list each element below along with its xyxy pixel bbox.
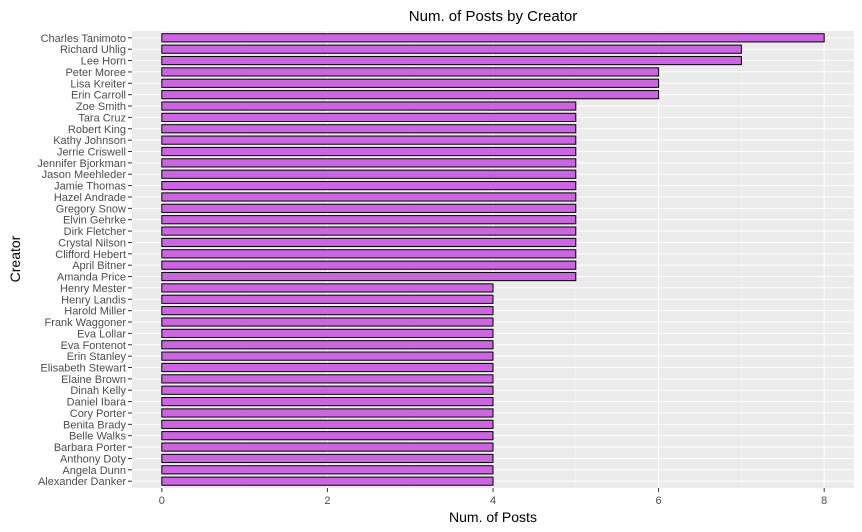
bar: [161, 135, 577, 145]
y-tick-label: Richard Uhlig: [60, 44, 126, 56]
bar: [161, 397, 494, 407]
x-tick-label: 0: [159, 495, 165, 507]
y-tick-label: Lee Horn: [81, 56, 126, 68]
bar: [161, 271, 577, 282]
y-tick-label: Gregory Snow: [56, 203, 126, 215]
chart-title: Num. of Posts by Creator: [409, 8, 577, 25]
bar: [161, 283, 494, 293]
bar: [161, 55, 742, 66]
bar: [161, 351, 494, 361]
y-tick-label: Daniel Ibara: [67, 397, 127, 409]
y-tick-label: Zoe Smith: [76, 101, 126, 113]
y-tick-label: Belle Walks: [69, 431, 127, 443]
bar: [161, 317, 494, 327]
y-tick-label: Elisabeth Stewart: [40, 362, 126, 374]
y-tick-label: Barbara Porter: [54, 442, 126, 454]
bar: [161, 67, 660, 77]
bar: [161, 328, 494, 338]
y-tick-label: Frank Waggoner: [44, 317, 126, 329]
bar: [161, 453, 494, 464]
y-tick-label: Charles Tanimoto: [41, 33, 126, 45]
bar: [161, 78, 660, 88]
y-tick-label: Jerrie Criswell: [57, 147, 126, 159]
y-tick-label: Erin Stanley: [67, 351, 127, 363]
bar: [161, 192, 577, 202]
y-axis-title: Creator: [7, 235, 23, 282]
y-tick-label: Peter Moree: [65, 67, 126, 79]
bar: [161, 215, 577, 225]
bar: [161, 44, 742, 54]
bar: [161, 90, 660, 100]
y-tick-label: Cory Porter: [70, 408, 127, 420]
bar: [161, 101, 577, 111]
x-tick-labels: 0 2 4 6 8: [159, 488, 827, 507]
bar: [161, 294, 494, 304]
bar: [161, 203, 577, 213]
bar: [161, 158, 577, 168]
y-tick-label: Henry Mester: [60, 283, 126, 295]
y-tick-label: Alexander Danker: [38, 476, 126, 488]
bar: [161, 146, 577, 157]
y-tick-label: Dinah Kelly: [70, 385, 126, 397]
bar: [161, 260, 577, 270]
x-tick-label: 6: [656, 495, 662, 507]
y-tick-label: Kathy Johnson: [53, 135, 126, 147]
bar: [161, 385, 494, 395]
y-tick-label: Harold Miller: [64, 306, 126, 318]
bar: [161, 237, 577, 248]
y-tick-label: Jennifer Bjorkman: [37, 158, 126, 170]
y-tick-label: Erin Carroll: [71, 90, 126, 102]
y-tick-label: Angela Dunn: [62, 465, 126, 477]
y-tick-label: Eva Fontenot: [61, 340, 126, 352]
y-tick-label: Jamie Thomas: [54, 181, 126, 193]
y-tick-label: Tara Cruz: [78, 112, 126, 124]
bar: [161, 408, 494, 418]
y-tick-label: Henry Landis: [61, 294, 126, 306]
bar: [161, 181, 577, 191]
y-tick-label: Benita Brady: [63, 419, 126, 431]
y-tick-label: Clifford Hebert: [55, 249, 126, 261]
bar: [161, 306, 494, 316]
bar: [161, 124, 577, 134]
bar: [161, 340, 494, 350]
bar: [161, 249, 577, 259]
bar: [161, 362, 494, 373]
y-tick-label: Hazel Andrade: [54, 192, 126, 204]
bar: [161, 431, 494, 441]
y-tick-label: Robert King: [68, 124, 126, 136]
y-tick-label: Amanda Price: [57, 272, 126, 284]
y-tick-label: Dirk Fletcher: [64, 226, 127, 238]
bar: [161, 442, 494, 452]
y-tick-label: April Bitner: [72, 260, 126, 272]
bar: [161, 476, 494, 486]
bar: [161, 374, 494, 384]
y-tick-label: Elaine Brown: [61, 374, 126, 386]
bar: [161, 465, 494, 475]
bar: [161, 169, 577, 179]
bar: [161, 226, 577, 236]
x-tick-label: 8: [821, 495, 827, 507]
bar: [161, 419, 494, 429]
y-tick-label: Jason Meehleder: [42, 169, 127, 181]
bar: [161, 112, 577, 122]
x-axis-title: Num. of Posts: [449, 509, 537, 525]
y-tick-label: Anthony Doty: [60, 453, 127, 465]
x-tick-label: 4: [490, 495, 496, 507]
x-tick-label: 2: [324, 495, 330, 507]
bars: [161, 33, 825, 486]
bar: [161, 33, 825, 43]
y-tick-label: Elvin Gehrke: [63, 215, 126, 227]
y-tick-label: Lisa Kreiter: [70, 78, 126, 90]
y-tick-label: Crystal Nilson: [58, 237, 126, 249]
y-tick-label: Eva Lollar: [77, 328, 126, 340]
